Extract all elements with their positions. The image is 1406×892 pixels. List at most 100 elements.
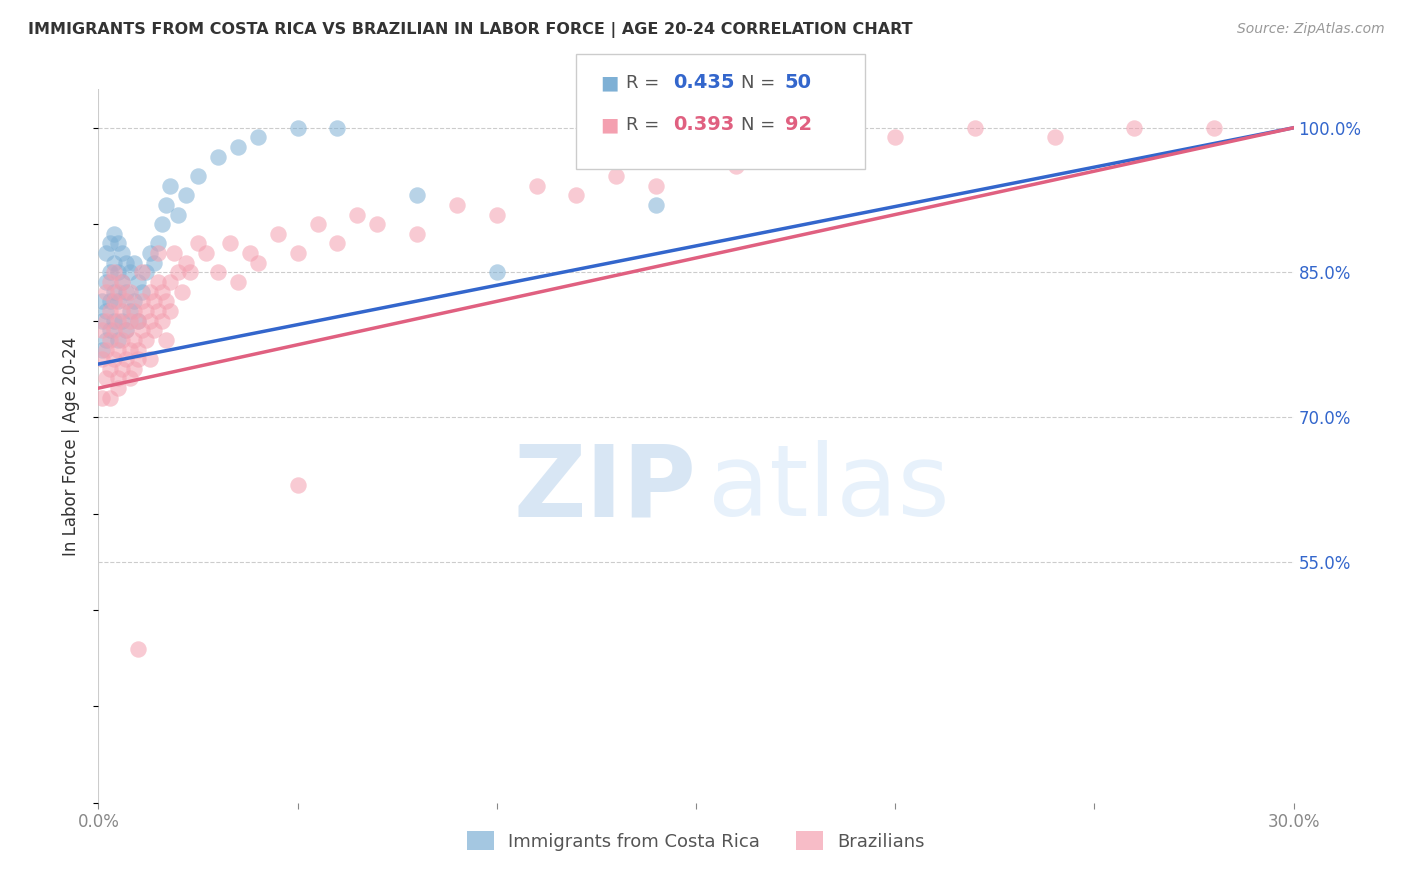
Point [96,343,118,357]
Point [526,178,548,193]
Text: N =: N = [741,74,780,92]
Point [120,371,142,385]
Point [139,352,162,367]
Point [96,275,118,289]
Point [103,352,125,367]
Text: ■: ■ [600,73,619,93]
Point [107,343,129,357]
Point [120,343,142,357]
Point [131,323,153,337]
Point [124,333,146,347]
Point [246,130,269,145]
Point [98,304,122,318]
Point [111,275,134,289]
Point [765,140,787,154]
Point [148,304,170,318]
Point [103,323,125,337]
Point [131,265,153,279]
Point [446,198,468,212]
Text: ■: ■ [600,115,619,135]
Point [155,333,177,347]
Point [179,265,201,279]
Point [107,333,129,347]
Point [159,275,181,289]
Point [135,304,157,318]
Point [124,304,146,318]
Point [187,236,209,251]
Point [127,313,149,327]
Point [124,294,146,309]
Point [131,285,153,299]
Point [143,294,166,309]
Text: 50: 50 [785,73,811,93]
Text: atlas: atlas [709,441,949,537]
Point [127,352,149,367]
Point [963,120,986,135]
Point [159,178,181,193]
Point [98,323,122,337]
Text: ZIP: ZIP [513,441,696,537]
Point [91,313,114,327]
Point [346,208,368,222]
Point [406,188,429,202]
Point [96,285,118,299]
Point [107,313,129,327]
Point [1043,130,1066,145]
Point [111,333,134,347]
Point [111,313,134,327]
Point [91,343,114,357]
Point [107,371,129,385]
Point [127,641,149,656]
Point [326,120,349,135]
Point [115,352,138,367]
Point [366,217,388,231]
Point [98,265,122,279]
Point [485,208,508,222]
Point [1202,120,1225,135]
Point [155,294,177,309]
Point [645,178,668,193]
Point [155,198,177,212]
Point [91,391,114,405]
Point [226,140,249,154]
Point [150,217,173,231]
Point [150,285,173,299]
Point [326,236,349,251]
Point [167,208,190,222]
Text: N =: N = [741,116,780,134]
Point [207,150,229,164]
Point [139,313,162,327]
Text: 0.393: 0.393 [673,115,735,135]
Point [685,150,707,164]
Point [96,304,118,318]
Point [287,246,309,260]
Point [172,285,194,299]
Y-axis label: In Labor Force | Age 20-24: In Labor Force | Age 20-24 [62,336,80,556]
Point [148,275,170,289]
Point [246,256,269,270]
Point [131,294,153,309]
Point [107,236,129,251]
Point [1123,120,1146,135]
Point [565,188,588,202]
Point [139,285,162,299]
Point [96,333,118,347]
Text: Source: ZipAtlas.com: Source: ZipAtlas.com [1237,22,1385,37]
Point [115,256,138,270]
Point [98,294,122,309]
Point [103,265,125,279]
Legend: Immigrants from Costa Rica, Brazilians: Immigrants from Costa Rica, Brazilians [460,824,932,858]
Point [143,323,166,337]
Point [120,285,142,299]
Point [148,236,170,251]
Point [127,343,149,357]
Point [107,381,129,395]
Point [124,256,146,270]
Point [207,265,229,279]
Point [98,362,122,376]
Point [103,227,125,241]
Point [485,265,508,279]
Point [127,275,149,289]
Point [307,217,329,231]
Point [287,120,309,135]
